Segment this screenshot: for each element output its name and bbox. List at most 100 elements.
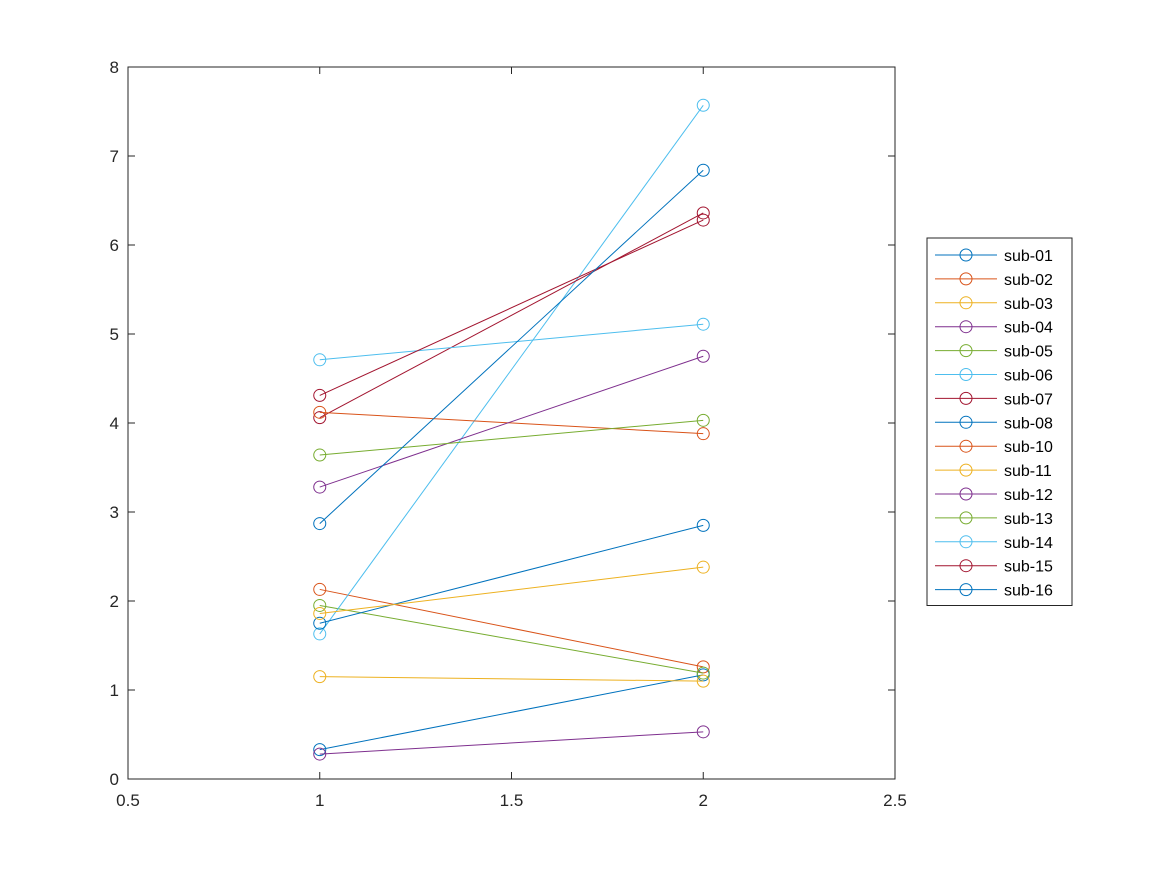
legend-marker-sample bbox=[959, 272, 973, 286]
legend-marker-sample bbox=[959, 368, 973, 381]
data-point-marker bbox=[313, 388, 327, 402]
series-sub-13 bbox=[313, 413, 710, 462]
series-sub-10 bbox=[313, 405, 710, 441]
legend-entry: sub-07 bbox=[935, 391, 1053, 408]
data-point-marker bbox=[696, 317, 710, 331]
series-sub-14 bbox=[313, 317, 710, 367]
y-tick-label: 5 bbox=[110, 325, 119, 344]
legend-label: sub-01 bbox=[1004, 248, 1053, 265]
series-sub-03 bbox=[313, 670, 710, 688]
series-sub-08 bbox=[313, 518, 710, 630]
data-point-marker bbox=[696, 163, 710, 177]
data-point-marker bbox=[313, 480, 327, 494]
ticks-layer: 0.5 1 1.5 2 2.5 0 1 2 3 4 5 6 7 8 bbox=[110, 58, 907, 810]
x-tick-label: 0.5 bbox=[116, 791, 140, 810]
series-sub-11 bbox=[313, 560, 710, 620]
series-sub-06 bbox=[313, 98, 710, 641]
y-tick-label: 0 bbox=[110, 770, 119, 789]
legend-marker-sample bbox=[959, 248, 973, 262]
legend-marker-sample bbox=[959, 511, 973, 525]
data-point-marker bbox=[313, 606, 327, 620]
legend-label: sub-14 bbox=[1004, 535, 1053, 552]
legend-entry: sub-12 bbox=[935, 487, 1053, 504]
series-line bbox=[319, 524, 704, 624]
series-line bbox=[319, 731, 704, 755]
legend-label: sub-15 bbox=[1004, 559, 1053, 576]
x-tick-label: 1 bbox=[315, 791, 324, 810]
legend-entry: sub-11 bbox=[935, 463, 1052, 480]
series-line bbox=[319, 104, 704, 635]
legend-entry: sub-01 bbox=[935, 248, 1053, 265]
data-point-marker bbox=[313, 598, 327, 612]
legend-entry: sub-02 bbox=[935, 272, 1053, 289]
legend-entry: sub-05 bbox=[935, 344, 1053, 361]
data-point-marker bbox=[696, 674, 710, 688]
series-sub-07 bbox=[313, 206, 710, 425]
series-sub-05 bbox=[313, 598, 710, 680]
legend-label: sub-06 bbox=[1004, 368, 1053, 385]
series-line bbox=[319, 604, 704, 674]
data-point-marker bbox=[313, 627, 327, 641]
series-line bbox=[319, 588, 704, 668]
series-line bbox=[319, 419, 704, 456]
legend-entry: sub-13 bbox=[935, 511, 1053, 528]
data-point-marker bbox=[313, 616, 327, 630]
legend-entry: sub-14 bbox=[935, 535, 1053, 552]
legend-entry: sub-08 bbox=[935, 415, 1053, 432]
legend-label: sub-11 bbox=[1004, 463, 1052, 480]
legend-marker-sample bbox=[959, 559, 973, 573]
legend-marker-sample bbox=[959, 320, 973, 334]
series-sub-15 bbox=[313, 213, 710, 402]
legend-label: sub-04 bbox=[1004, 320, 1053, 337]
data-point-marker bbox=[696, 666, 710, 680]
data-point-marker bbox=[696, 427, 710, 441]
data-point-marker bbox=[696, 560, 710, 574]
legend-marker-sample bbox=[959, 296, 973, 310]
series-layer bbox=[313, 98, 710, 761]
data-point-marker bbox=[696, 98, 710, 112]
series-sub-16 bbox=[313, 163, 710, 531]
series-line bbox=[319, 674, 704, 751]
data-point-marker bbox=[313, 670, 327, 684]
data-point-marker bbox=[313, 747, 327, 761]
series-line bbox=[319, 169, 704, 524]
series-line bbox=[319, 566, 704, 614]
legend-marker-sample bbox=[959, 463, 973, 477]
legend-entry: sub-03 bbox=[935, 296, 1053, 313]
legend: sub-01 sub-02 sub-03 sub-04 sub-05 sub-06 sub-… bbox=[926, 237, 1073, 606]
y-tick-label: 2 bbox=[110, 592, 119, 611]
data-point-marker bbox=[696, 725, 710, 739]
series-line bbox=[319, 323, 704, 361]
x-tick-label: 1.5 bbox=[500, 791, 524, 810]
legend-label: sub-05 bbox=[1004, 344, 1053, 361]
legend-marker-sample bbox=[959, 535, 973, 549]
x-tick-label: 2.5 bbox=[883, 791, 907, 810]
data-point-marker bbox=[313, 411, 327, 425]
y-tick-label: 3 bbox=[110, 503, 119, 522]
y-tick-label: 7 bbox=[110, 147, 119, 166]
y-tick-label: 8 bbox=[110, 58, 119, 77]
data-point-marker bbox=[696, 413, 710, 427]
data-point-marker bbox=[313, 448, 327, 462]
legend-marker-sample bbox=[959, 439, 973, 453]
series-line bbox=[319, 411, 704, 435]
legend-entry: sub-04 bbox=[935, 320, 1053, 337]
data-point-marker bbox=[696, 349, 710, 363]
legend-label: sub-03 bbox=[1004, 296, 1053, 313]
series-line bbox=[319, 676, 704, 682]
legend-label: sub-10 bbox=[1004, 439, 1053, 456]
legend-entry: sub-16 bbox=[935, 583, 1053, 600]
y-tick-label: 4 bbox=[110, 414, 119, 433]
y-tick-label: 6 bbox=[110, 236, 119, 255]
data-point-marker bbox=[696, 213, 710, 227]
legend-box bbox=[926, 237, 1073, 606]
x-tick-label: 2 bbox=[699, 791, 708, 810]
data-point-marker bbox=[313, 743, 327, 757]
legend-label: sub-12 bbox=[1004, 487, 1053, 504]
legend-label: sub-02 bbox=[1004, 272, 1053, 289]
data-point-marker bbox=[313, 582, 327, 596]
legend-marker-sample bbox=[959, 583, 973, 597]
data-point-marker bbox=[313, 517, 327, 531]
legend-label: sub-08 bbox=[1004, 415, 1053, 432]
